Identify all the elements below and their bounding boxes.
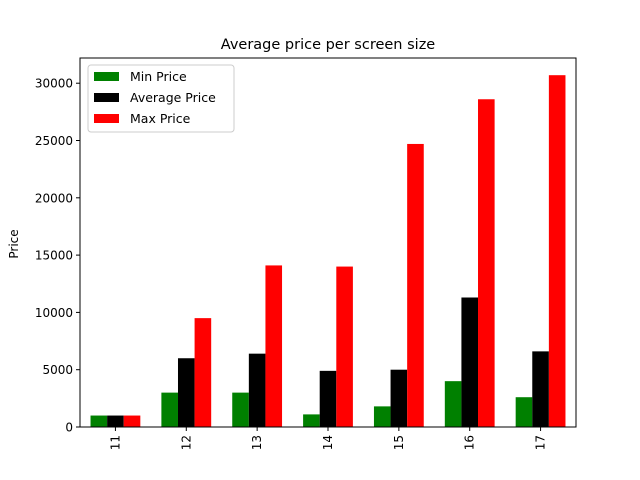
bar [444, 381, 462, 427]
bar [177, 358, 195, 427]
bar [248, 353, 266, 427]
y-tick-label: 25000 [35, 134, 73, 148]
y-tick-label: 20000 [35, 191, 73, 205]
x-tick-label: 15 [392, 435, 406, 450]
y-tick-label: 5000 [42, 363, 73, 377]
legend-label: Average Price [130, 90, 216, 105]
x-tick-label: 11 [108, 435, 122, 450]
legend-box [87, 64, 235, 133]
x-tick-label: 14 [321, 435, 335, 450]
bar [303, 414, 320, 427]
bar [515, 397, 533, 427]
bar [548, 75, 566, 427]
bar [373, 406, 391, 427]
legend-swatch [94, 93, 119, 102]
axes-layer: 0 5000 10000 15000 20000 25000 30000 11 12 13 14 15… [35, 57, 577, 450]
x-tick-label: 12 [179, 435, 193, 450]
bar [107, 415, 124, 427]
y-tick-label: 10000 [35, 306, 73, 320]
bars-layer [90, 75, 566, 427]
bar [161, 392, 178, 427]
bar [194, 318, 212, 427]
bar [336, 266, 353, 427]
legend: Min Price Average Price Max Price [87, 64, 235, 133]
bar [232, 392, 249, 427]
legend-label: Min Price [130, 69, 187, 84]
legend-swatch [94, 114, 119, 123]
bar [123, 415, 141, 427]
chart-title: Average price per screen size [221, 37, 436, 53]
x-tick-label: 13 [250, 435, 264, 450]
bar [407, 143, 424, 427]
x-tick-label: 17 [534, 435, 548, 450]
bar [265, 265, 283, 427]
bar [532, 351, 549, 427]
y-tick-label: 15000 [35, 249, 73, 263]
y-tick-label: 0 [65, 421, 73, 435]
y-axis-label: Price [7, 229, 21, 258]
bar [390, 369, 408, 427]
bar [461, 297, 479, 427]
x-tick-label: 16 [463, 435, 477, 450]
bar [478, 99, 495, 427]
bar [90, 415, 108, 427]
bar [319, 370, 337, 427]
legend-swatch [94, 72, 119, 81]
legend-label: Max Price [130, 111, 191, 126]
y-tick-label: 30000 [35, 77, 73, 91]
